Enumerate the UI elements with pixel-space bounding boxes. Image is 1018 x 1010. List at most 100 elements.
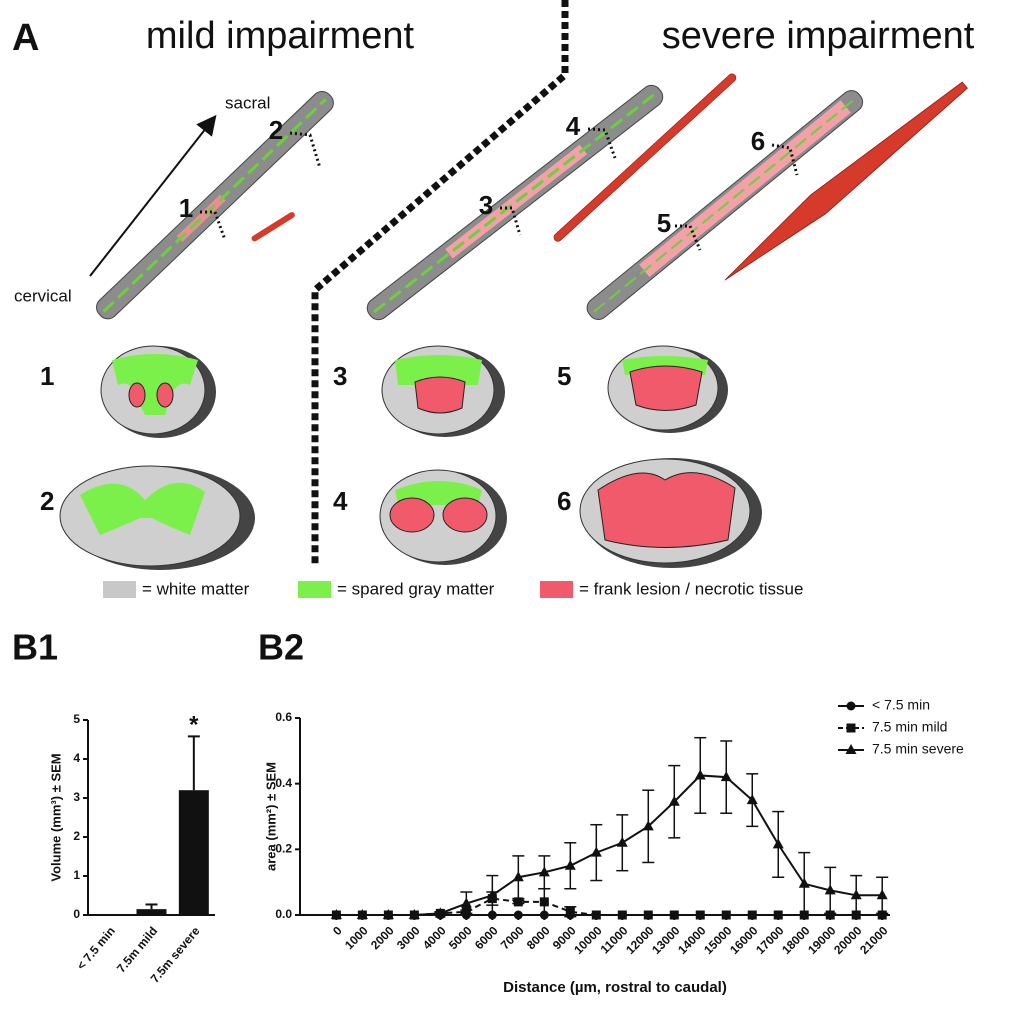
cord [366, 84, 664, 321]
y-tick-label: 0.2 [275, 842, 292, 856]
y-tick-label: 1 [73, 868, 80, 882]
section-label: 5 [557, 361, 571, 391]
marker [616, 836, 628, 847]
x-tick-label: 5000 [446, 923, 475, 952]
x-tick-label: 14000 [675, 923, 709, 957]
cord-marker: 5 [657, 208, 671, 238]
y-axis-label: Volume (mm³) ± SEM [48, 753, 63, 881]
x-tick-label: 10000 [571, 923, 605, 957]
marker [512, 871, 524, 882]
x-tick-label: 15000 [701, 923, 735, 957]
marker [513, 897, 523, 907]
panel-label: A [12, 17, 39, 59]
y-tick-label: 2 [73, 829, 80, 843]
section-label: 4 [333, 486, 348, 516]
cord-marker: 1 [179, 193, 193, 223]
legend-marker [846, 701, 856, 711]
panel-label: B1 [12, 627, 58, 668]
axis-arrow [89, 114, 217, 277]
marker [824, 884, 836, 895]
y-tick-label: 4 [73, 751, 80, 765]
marker [876, 889, 888, 900]
x-tick-label: 0 [330, 923, 345, 938]
x-tick-label: 4000 [420, 923, 449, 952]
x-tick-label: 7000 [498, 923, 527, 952]
lesion [251, 212, 295, 242]
cross-section [579, 458, 762, 568]
legend-label: = frank lesion / necrotic tissue [579, 579, 803, 598]
x-tick-label: 13000 [649, 923, 683, 957]
cross-section [100, 345, 216, 438]
x-tick-label: 21000 [857, 923, 891, 957]
legend-label: < 7.5 min [872, 697, 930, 713]
series-line [336, 774, 883, 916]
lesion [724, 81, 968, 281]
bar [136, 909, 167, 915]
marker [798, 877, 810, 888]
y-tick-label: 3 [73, 790, 80, 804]
x-tick-label: 19000 [805, 923, 839, 957]
x-tick-label: 20000 [831, 923, 865, 957]
marker [564, 859, 576, 870]
section-label: 1 [40, 361, 54, 391]
annotation: * [189, 712, 199, 739]
arrow-label: sacral [225, 93, 270, 112]
section-label: 2 [40, 486, 54, 516]
marker [720, 771, 732, 782]
cross-section [607, 345, 728, 433]
marker [539, 897, 549, 907]
panel-label: B2 [258, 627, 304, 668]
legend-label: = white matter [142, 579, 250, 598]
legend-swatch [540, 581, 573, 598]
x-tick-label: 18000 [779, 923, 813, 957]
cord-marker: 2 [269, 115, 283, 145]
legend-marker [846, 723, 856, 733]
marker [565, 907, 575, 917]
x-tick-label: 8000 [524, 923, 553, 952]
cross-section [59, 465, 255, 570]
x-tick-label: 2000 [368, 923, 397, 952]
x-tick-label: 6000 [472, 923, 501, 952]
y-tick-label: 5 [73, 712, 80, 726]
x-tick-label: 16000 [727, 923, 761, 957]
y-tick-label: 0.0 [275, 907, 292, 921]
lesion [553, 73, 737, 242]
cord [96, 90, 334, 320]
x-tick-label: < 7.5 min [74, 924, 118, 973]
marker [694, 769, 706, 780]
x-tick-label: 7.5m mild [114, 924, 160, 975]
y-axis-label: area (mm²) ± SEM [263, 762, 278, 871]
x-tick-label: 12000 [623, 923, 657, 957]
marker [460, 897, 472, 908]
marker [590, 846, 602, 857]
y-tick-label: 0.4 [275, 776, 292, 790]
marker [772, 838, 784, 849]
marker [850, 889, 862, 900]
x-axis-label: Distance (µm, rostral to caudal) [503, 979, 727, 996]
severe-title: severe impairment [662, 15, 975, 57]
legend-swatch [298, 581, 331, 598]
marker [746, 794, 758, 805]
arrow-label: cervical [14, 286, 72, 305]
cord [586, 90, 864, 320]
y-tick-label: 0 [73, 907, 80, 921]
legend-label: 7.5 min severe [872, 741, 964, 757]
cord-marker: 3 [479, 190, 493, 220]
x-tick-label: 1000 [342, 923, 371, 952]
section-label: 6 [557, 486, 571, 516]
legend-marker [845, 744, 857, 754]
marker [668, 795, 680, 806]
marker [486, 889, 498, 900]
x-tick-label: 17000 [753, 923, 787, 957]
cross-section [381, 345, 505, 437]
divider [311, 0, 569, 565]
y-tick-label: 0.6 [275, 710, 292, 724]
mild-title: mild impairment [146, 15, 415, 57]
cross-section [379, 469, 507, 565]
x-tick-label: 3000 [394, 923, 423, 952]
bar [178, 790, 209, 915]
legend-label: 7.5 min mild [872, 719, 947, 735]
marker [538, 866, 550, 877]
x-tick-label: 11000 [598, 923, 631, 956]
